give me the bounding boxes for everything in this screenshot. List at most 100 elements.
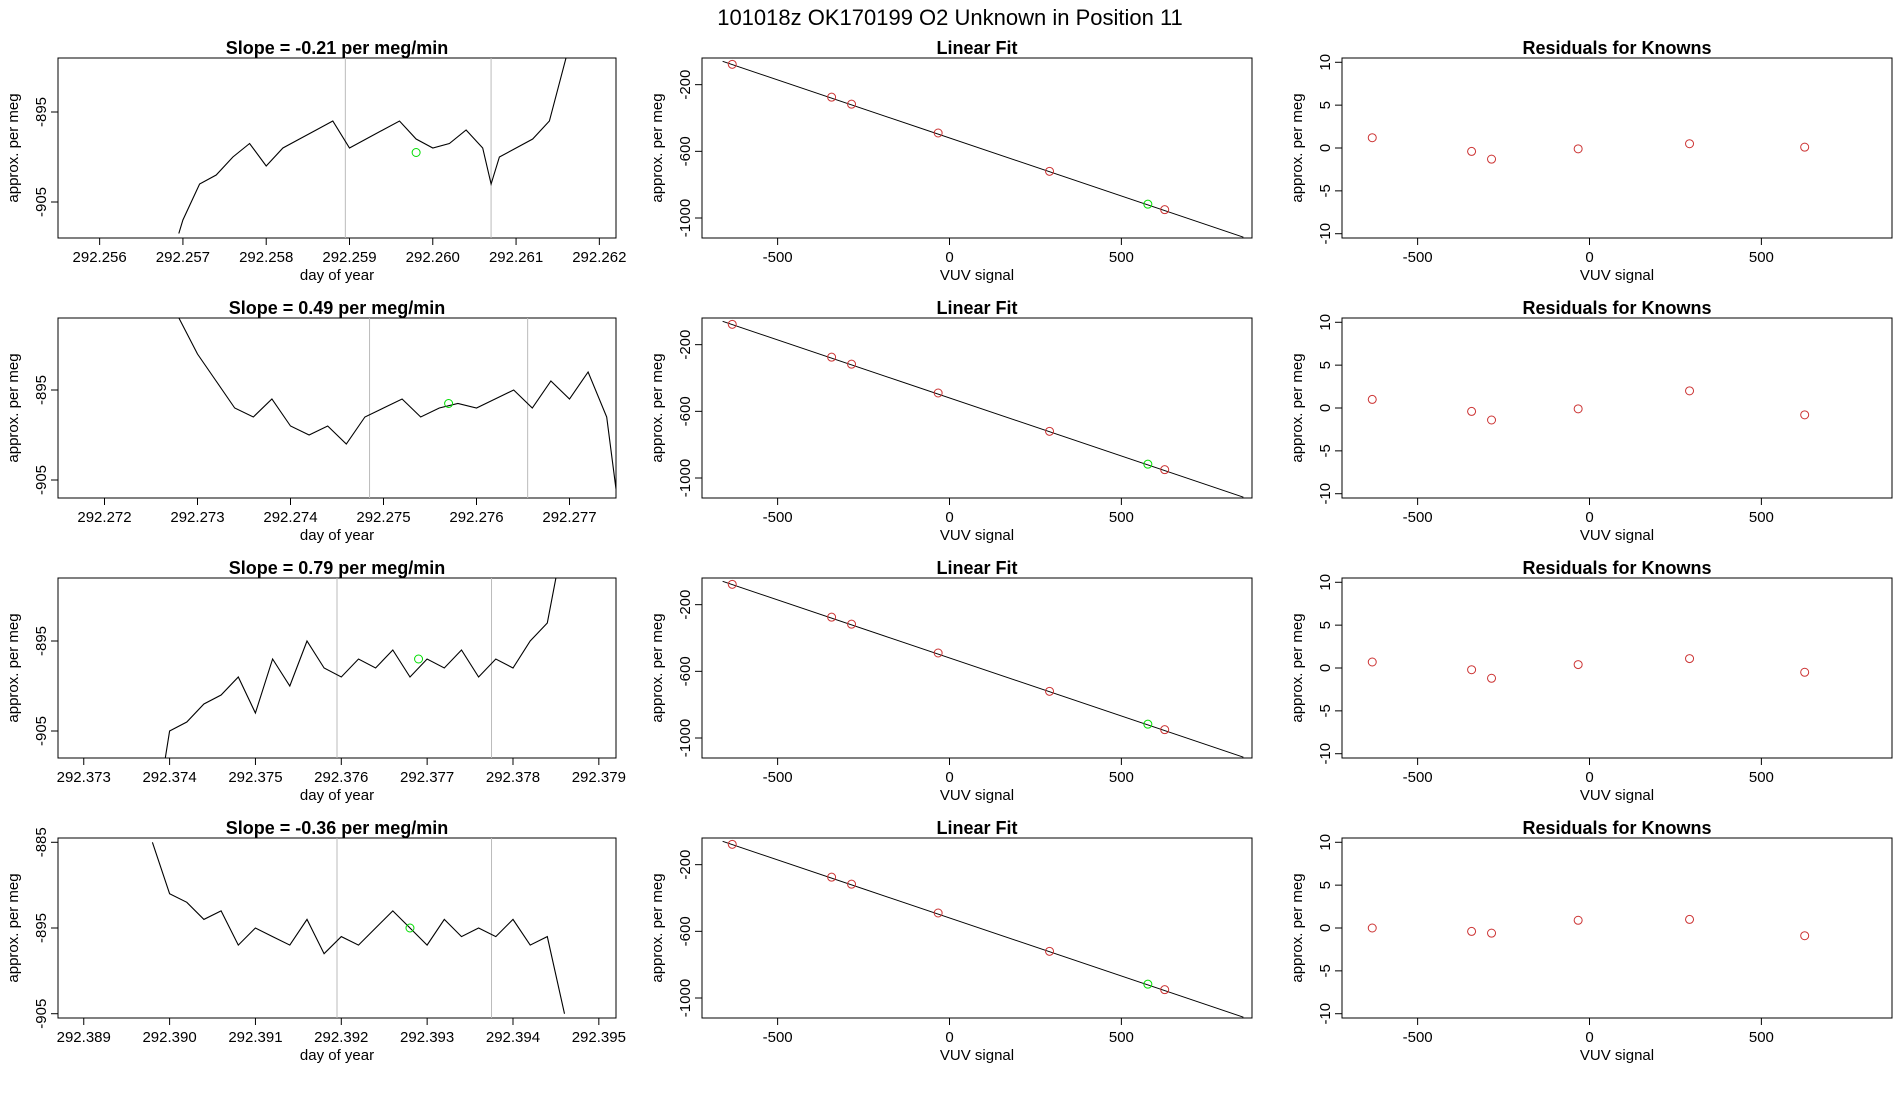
y-axis-label: approx. per meg xyxy=(649,353,666,462)
timeseries-panel-3: Slope = -0.36 per meg/min 292.389 292.390 2… xyxy=(5,818,626,1064)
plot-area xyxy=(1367,133,1810,164)
y-tick-label: 5 xyxy=(1317,361,1334,369)
x-tick-label: 292.261 xyxy=(489,249,543,266)
x-tick-label: 500 xyxy=(1109,769,1134,786)
unknown-point xyxy=(1143,459,1153,469)
y-tick-label: 5 xyxy=(1317,621,1334,629)
known-point xyxy=(1045,946,1055,956)
known-point xyxy=(827,92,837,102)
linear-fit-panel-1: Linear Fit -500 0 500 -200 -600 -1000 VUV signa… xyxy=(649,298,1253,544)
known-point xyxy=(933,908,943,918)
known-point xyxy=(727,839,737,849)
panel-title: Linear Fit xyxy=(936,558,1017,578)
y-tick-label: 10 xyxy=(1317,314,1334,331)
y-tick-label: -10 xyxy=(1317,223,1334,245)
known-point xyxy=(1800,142,1810,152)
plot-area xyxy=(722,579,1244,758)
panel-title: Residuals for Knowns xyxy=(1522,818,1711,838)
y-tick-label: 5 xyxy=(1317,101,1334,109)
x-tick-label: -500 xyxy=(763,249,793,266)
y-axis-label: approx. per meg xyxy=(1289,613,1306,722)
known-point xyxy=(1685,139,1695,149)
known-point xyxy=(847,879,857,889)
known-point xyxy=(827,872,837,882)
unknown-point xyxy=(411,148,421,157)
x-tick-label: -500 xyxy=(1403,769,1433,786)
panel-title: Residuals for Knowns xyxy=(1522,298,1711,318)
y-tick-label: 0 xyxy=(1317,664,1334,672)
known-point xyxy=(1160,465,1170,475)
x-tick-label: 0 xyxy=(945,509,953,526)
plot-frame xyxy=(701,57,1253,239)
x-tick-label: 500 xyxy=(1749,1029,1774,1046)
x-tick-label: -500 xyxy=(763,1029,793,1046)
known-point xyxy=(827,352,837,362)
known-point xyxy=(1573,404,1583,414)
fit-line xyxy=(722,840,1244,1018)
linear-fit-panel-2: Linear Fit -500 0 500 -200 -600 -1000 VUV signa… xyxy=(649,558,1253,804)
known-point xyxy=(1487,415,1497,425)
timeseries-panel-0: Slope = -0.21 per meg/min 292.256 292.257 2… xyxy=(5,38,626,284)
x-axis-label: VUV signal xyxy=(940,1047,1014,1064)
known-point xyxy=(727,579,737,589)
panel-title: Slope = 0.79 per meg/min xyxy=(229,558,446,578)
known-point xyxy=(1367,133,1377,143)
y-axis-label: approx. per meg xyxy=(1289,93,1306,202)
panel-title: Linear Fit xyxy=(936,38,1017,58)
y-axis-label: approx. per meg xyxy=(5,873,22,982)
y-tick-label: -885 xyxy=(33,827,50,857)
residuals-panel-2: Residuals for Knowns -500 0 500 10 5 0 -5 -10 VUV… xyxy=(1289,558,1893,804)
y-tick-label: -905 xyxy=(33,716,50,746)
known-point xyxy=(1800,410,1810,420)
x-tick-label: 292.376 xyxy=(314,769,368,786)
x-axis-label: day of year xyxy=(300,267,374,284)
x-tick-label: 292.390 xyxy=(142,1029,196,1046)
unknown-point xyxy=(1143,199,1153,209)
x-tick-label: 500 xyxy=(1109,509,1134,526)
unknown-point xyxy=(414,654,424,664)
x-tick-label: 292.277 xyxy=(542,509,596,526)
y-tick-label: 5 xyxy=(1317,881,1334,889)
known-point xyxy=(1487,154,1497,164)
plot-area xyxy=(1367,386,1810,425)
plot-area xyxy=(1367,914,1810,941)
linear-fit-panel-0: Linear Fit -500 0 500 -200 -600 -1000 VUV signa… xyxy=(649,38,1253,284)
known-point xyxy=(727,59,737,69)
known-point xyxy=(933,388,943,398)
x-axis-label: VUV signal xyxy=(940,527,1014,544)
panel-title: Slope = -0.36 per meg/min xyxy=(226,818,449,838)
plot-frame xyxy=(1341,57,1893,239)
x-tick-label: 0 xyxy=(1585,1029,1593,1046)
x-axis-label: VUV signal xyxy=(940,787,1014,804)
plot-area xyxy=(722,319,1244,498)
x-tick-label: 500 xyxy=(1109,1029,1134,1046)
x-tick-label: 0 xyxy=(1585,509,1593,526)
y-tick-label: -895 xyxy=(33,375,50,405)
plot-area xyxy=(178,318,616,498)
known-point xyxy=(1367,394,1377,404)
known-point xyxy=(933,128,943,138)
y-axis-label: approx. per meg xyxy=(1289,353,1306,462)
y-tick-label: 10 xyxy=(1317,54,1334,71)
y-tick-label: -600 xyxy=(677,916,694,946)
known-point xyxy=(1467,406,1477,416)
plot-area xyxy=(164,578,557,758)
residuals-panel-0: Residuals for Knowns -500 0 500 10 5 0 -5 -10 VUV… xyxy=(1289,38,1893,284)
known-point xyxy=(1467,146,1477,156)
y-axis-label: approx. per meg xyxy=(5,613,22,722)
y-tick-label: -5 xyxy=(1317,964,1334,977)
known-point xyxy=(1467,926,1477,936)
panel-title: Slope = 0.49 per meg/min xyxy=(229,298,446,318)
y-tick-label: 0 xyxy=(1317,404,1334,412)
x-tick-label: 292.258 xyxy=(239,249,293,266)
plot-frame xyxy=(1341,317,1893,499)
x-tick-label: 292.375 xyxy=(228,769,282,786)
plot-frame xyxy=(701,317,1253,499)
series-line xyxy=(178,318,616,490)
x-tick-label: 292.391 xyxy=(228,1029,282,1046)
x-tick-label: 0 xyxy=(945,249,953,266)
x-tick-label: 500 xyxy=(1749,509,1774,526)
known-point xyxy=(847,619,857,629)
x-axis-label: VUV signal xyxy=(940,267,1014,284)
unknown-point xyxy=(444,399,454,408)
